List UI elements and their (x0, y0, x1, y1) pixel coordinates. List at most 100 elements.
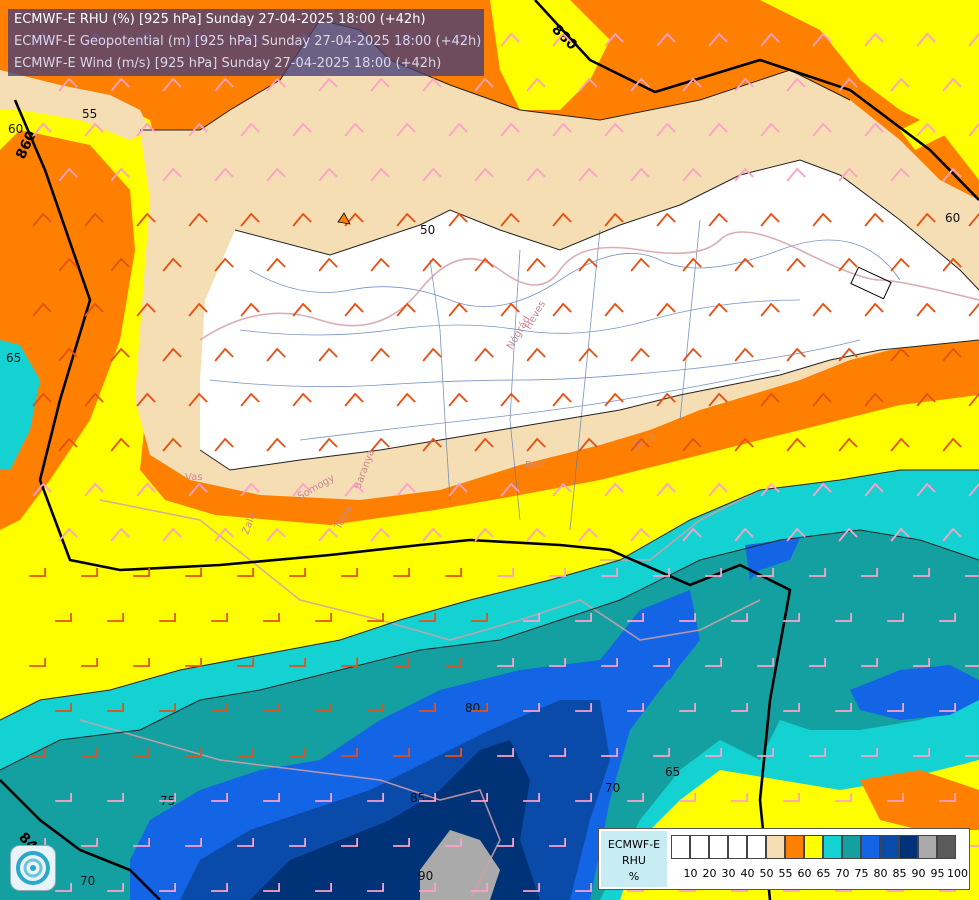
wind-barb (500, 302, 520, 317)
rhu-label-90: 90 (418, 869, 433, 883)
legend-swatch (766, 835, 785, 859)
wind-barb (656, 392, 676, 407)
legend-swatch (823, 835, 842, 859)
wind-barb (500, 212, 520, 227)
wind-barb (965, 575, 979, 577)
wind-barb (890, 437, 910, 452)
wind-barb (838, 347, 858, 362)
wind-barb (757, 748, 775, 757)
wind-barb (835, 703, 853, 712)
wind-barb (188, 122, 208, 137)
wind-barb (601, 568, 619, 577)
wind-barb (162, 77, 182, 92)
wind-barb (292, 122, 312, 137)
wind-barb (214, 527, 234, 542)
wind-barb (864, 212, 884, 227)
wind-barb (110, 347, 130, 362)
wind-barb (916, 482, 936, 497)
wind-barb (630, 347, 650, 362)
wind-barb (370, 77, 390, 92)
wind-barb (500, 482, 520, 497)
wind-barb (578, 257, 598, 272)
wind-barb (682, 257, 702, 272)
wind-barb (318, 77, 338, 92)
legend-swatch (937, 835, 956, 859)
wind-barb (214, 347, 234, 362)
wind-barb (162, 527, 182, 542)
wind-barb (344, 122, 364, 137)
wind-barb (939, 703, 957, 712)
wind-barb (370, 257, 390, 272)
wind-barb (133, 658, 151, 667)
ecmwf-swirl-icon (10, 845, 56, 891)
wind-barb (604, 482, 624, 497)
wind-barb (81, 838, 99, 847)
wind-barb (968, 212, 979, 227)
marker-triangle (337, 212, 351, 225)
wind-barb (500, 392, 520, 407)
wind-barb (734, 527, 754, 542)
legend-swatch (671, 835, 690, 859)
wind-barb (835, 793, 853, 802)
wind-barb (604, 212, 624, 227)
wind-barb (653, 658, 671, 667)
wind-barb (185, 658, 203, 667)
wind-barb (913, 568, 931, 577)
wind-barb (549, 838, 567, 847)
wind-barb (55, 613, 73, 622)
wind-barb (916, 122, 936, 137)
wind-barb (474, 77, 494, 92)
wind-barb (578, 437, 598, 452)
wind-barb (497, 658, 515, 667)
wind-barb (240, 482, 260, 497)
wind-barb (396, 302, 416, 317)
wind-barb (812, 32, 832, 47)
wind-barb (344, 482, 364, 497)
wind-barb (84, 122, 104, 137)
wind-barb (864, 392, 884, 407)
wind-barb (968, 302, 979, 317)
wind-barb (32, 302, 52, 317)
wind-barb (84, 302, 104, 317)
wind-barb (188, 302, 208, 317)
wind-barb (448, 122, 468, 137)
legend-tick: 20 (702, 867, 717, 880)
wind-barb (656, 482, 676, 497)
wind-barb (786, 347, 806, 362)
wind-barb (656, 302, 676, 317)
wind-barb (159, 703, 177, 712)
rhu-band-50 (200, 160, 979, 470)
wind-barb (549, 748, 567, 757)
wind-barb (58, 527, 78, 542)
wind-barb (136, 302, 156, 317)
wind-barb (84, 392, 104, 407)
wind-barb (526, 437, 546, 452)
wind-barb (630, 527, 650, 542)
wind-barb (29, 748, 47, 757)
wind-barb (760, 392, 780, 407)
wind-barb (110, 527, 130, 542)
wind-barb (188, 212, 208, 227)
wind-barb (838, 437, 858, 452)
wind-barb (214, 77, 234, 92)
legend-ticks: 10 20 30 40 50 55 60 65 70 75 80 85 90 95 100 (681, 867, 969, 880)
wind-barb (58, 77, 78, 92)
wind-barb (656, 212, 676, 227)
wind-barb (370, 437, 390, 452)
wind-barb (240, 392, 260, 407)
wind-barb (812, 212, 832, 227)
wind-barb (55, 793, 73, 802)
wind-barb (58, 167, 78, 182)
wind-barb (627, 703, 645, 712)
wind-barb (552, 212, 572, 227)
wind-barb (474, 527, 494, 542)
wind-barb (107, 883, 125, 892)
wind-barb (318, 347, 338, 362)
legend-variable: RHU (622, 854, 646, 867)
wind-barb (341, 838, 359, 847)
wind-barb (968, 392, 979, 407)
wind-barb (497, 568, 515, 577)
wind-barb (110, 167, 130, 182)
wind-barb (32, 392, 52, 407)
